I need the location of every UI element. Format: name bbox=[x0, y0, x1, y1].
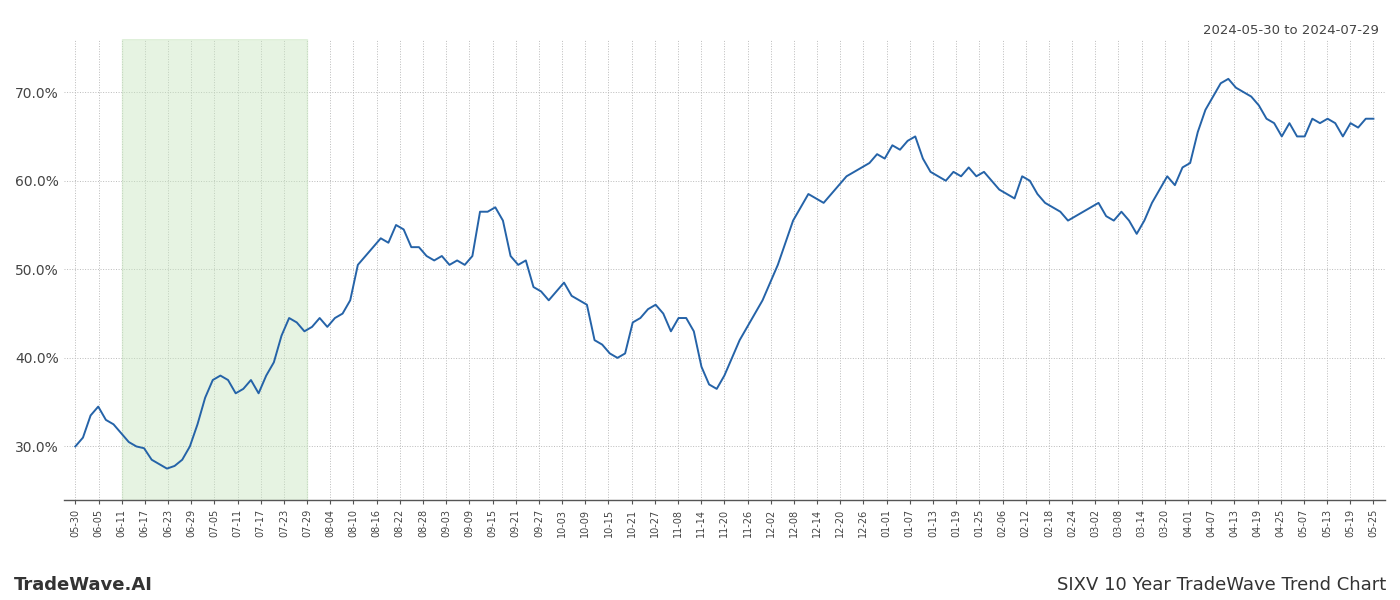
Bar bbox=[122, 39, 307, 500]
Text: SIXV 10 Year TradeWave Trend Chart: SIXV 10 Year TradeWave Trend Chart bbox=[1057, 576, 1386, 594]
Text: 2024-05-30 to 2024-07-29: 2024-05-30 to 2024-07-29 bbox=[1203, 24, 1379, 37]
Text: TradeWave.AI: TradeWave.AI bbox=[14, 576, 153, 594]
